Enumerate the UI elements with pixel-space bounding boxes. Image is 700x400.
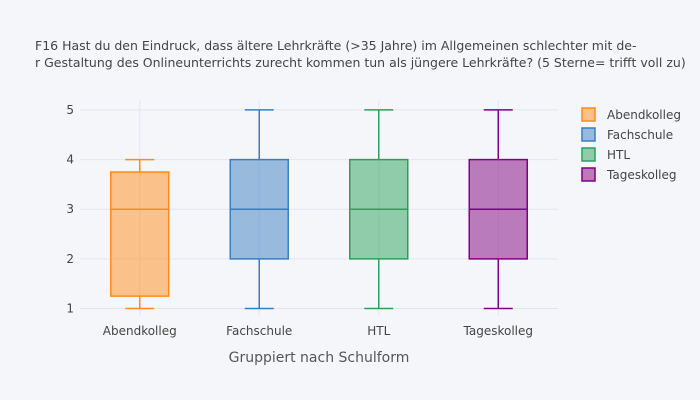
legend-swatch xyxy=(581,127,596,142)
y-tick-label: 4 xyxy=(66,153,74,167)
y-tick-label: 1 xyxy=(66,302,74,316)
box-tageskolleg[interactable] xyxy=(468,109,528,310)
y-tick-label: 2 xyxy=(66,252,74,266)
legend-item-fachschule[interactable]: Fachschule xyxy=(581,127,673,142)
box-htl[interactable] xyxy=(349,109,409,310)
x-tick-label: Tageskolleg xyxy=(463,324,533,338)
legend-swatch xyxy=(581,107,596,122)
legend-item-tageskolleg[interactable]: Tageskolleg xyxy=(581,167,676,182)
legend-item-htl[interactable]: HTL xyxy=(581,147,630,162)
legend-label: Tageskolleg xyxy=(606,168,676,182)
x-axis-title: Gruppiert nach Schulform xyxy=(229,350,410,366)
legend-label: Abendkolleg xyxy=(607,108,681,122)
legend-item-abendkolleg[interactable]: Abendkolleg xyxy=(581,107,681,122)
y-tick-label: 3 xyxy=(66,202,74,216)
legend-swatch xyxy=(581,167,596,182)
x-tick-label: Abendkolleg xyxy=(103,324,177,338)
y-tick-label: 5 xyxy=(66,103,74,117)
legend-label: Fachschule xyxy=(607,128,673,142)
chart-title-line-1: F16 Hast du den Eindruck, dass ältere Le… xyxy=(35,38,636,53)
x-tick-label: Fachschule xyxy=(226,324,292,338)
legend[interactable]: Abendkolleg Fachschule HTL Tageskolleg xyxy=(581,107,681,182)
iqr-box xyxy=(110,171,170,297)
legend-label: HTL xyxy=(607,148,630,162)
box-abendkolleg[interactable] xyxy=(110,158,170,310)
x-tick-label: HTL xyxy=(367,324,390,338)
plot-area: 1 2 3 4 5 Abendkolleg Fachschule HTL Tageskolleg xyxy=(66,100,558,338)
chart-title-line-2: r Gestaltung des Onlineunterrichts zurec… xyxy=(35,55,686,70)
box-fachschule[interactable] xyxy=(229,109,289,310)
legend-swatch xyxy=(581,147,596,162)
